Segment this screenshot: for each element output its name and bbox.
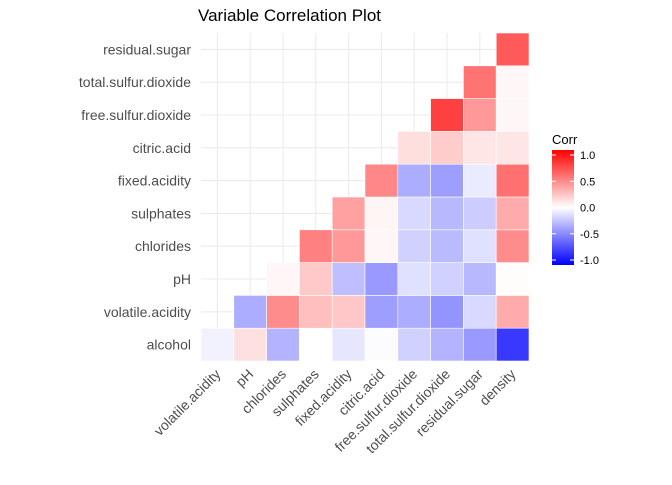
heatmap-cell	[463, 327, 497, 362]
heatmap-cell	[266, 262, 300, 296]
y-tick-label: free.sulfur.dioxide	[81, 107, 191, 123]
heatmap-cell	[397, 262, 431, 296]
heatmap-cell	[299, 327, 333, 362]
chart-title: Variable Correlation Plot	[198, 6, 381, 25]
heatmap-cell	[331, 295, 366, 329]
y-tick-label: volatile.acidity	[104, 304, 191, 320]
x-tick-label: volatile.acidity	[151, 366, 224, 439]
heatmap-cell	[397, 295, 431, 329]
x-tick-label: density	[476, 366, 519, 409]
y-tick-label: residual.sugar	[103, 41, 191, 57]
x-tick-labels: volatile.acidity pHchloridessulphatesfixe…	[151, 366, 519, 457]
y-tick-label: chlorides	[135, 238, 191, 254]
y-tick-label: fixed.acidity	[118, 173, 191, 189]
heatmap-cell	[430, 131, 464, 165]
heatmap-cell	[463, 229, 497, 263]
heatmap-cell	[233, 327, 267, 362]
heatmap-cell	[299, 295, 333, 329]
legend-tick-label: -0.5	[580, 229, 599, 241]
heatmap-cell	[397, 131, 431, 165]
heatmap-cell	[463, 98, 497, 132]
legend-colorbar	[552, 150, 574, 265]
heatmap-cell	[397, 229, 431, 263]
heatmap-cell	[463, 262, 497, 296]
heatmap-cell	[266, 295, 300, 329]
legend: Corr 1.0 0.5 0.0 -0.5 -1.0	[552, 132, 599, 267]
heatmap-cell	[495, 327, 530, 362]
heatmap-cell	[364, 295, 399, 329]
legend-tick-label: 0.0	[580, 203, 595, 215]
heatmap-cell	[397, 163, 431, 198]
x-tick-label: pH	[232, 366, 256, 390]
legend-ticks: 1.0 0.5 0.0 -0.5 -1.0	[552, 150, 599, 267]
heatmap-cell	[364, 196, 399, 231]
heatmap-cell	[331, 327, 366, 362]
legend-tick-label: 1.0	[580, 150, 595, 162]
heatmap-cell	[364, 327, 399, 362]
heatmap-cell	[364, 163, 399, 198]
heatmap-cell	[463, 163, 497, 198]
y-tick-label: sulphates	[131, 205, 191, 221]
heatmap-cell	[430, 295, 464, 329]
y-tick-label: alcohol	[147, 337, 191, 353]
heatmap-cell	[430, 98, 464, 132]
heatmap-cells	[200, 32, 530, 362]
heatmap-cell	[463, 65, 497, 99]
heatmap-cell	[495, 131, 530, 165]
heatmap-cell	[331, 262, 366, 296]
y-tick-label: pH	[173, 271, 191, 287]
heatmap-cell	[397, 327, 431, 362]
legend-tick-label: 0.5	[580, 176, 595, 188]
legend-title: Corr	[552, 132, 578, 147]
heatmap-cell	[266, 327, 300, 362]
heatmap-cell	[331, 196, 366, 231]
heatmap-cell	[200, 327, 235, 362]
heatmap-cell	[430, 163, 464, 198]
y-tick-label: total.sulfur.dioxide	[79, 74, 191, 90]
heatmap-cell	[430, 196, 464, 231]
heatmap-cell	[495, 98, 530, 132]
heatmap-cell	[495, 295, 530, 329]
heatmap-cell	[364, 262, 399, 296]
heatmap-cell	[495, 196, 530, 231]
heatmap-cell	[495, 229, 530, 263]
heatmap-cell	[463, 131, 497, 165]
heatmap-cell	[364, 229, 399, 263]
heatmap-cell	[495, 32, 530, 67]
heatmap-cell	[299, 262, 333, 296]
heatmap-cell	[397, 196, 431, 231]
heatmap-cell	[233, 295, 267, 329]
heatmap-cell	[430, 229, 464, 263]
heatmap-cell	[463, 295, 497, 329]
heatmap-cell	[463, 196, 497, 231]
heatmap-cell	[495, 65, 530, 99]
y-tick-label: citric.acid	[133, 140, 191, 156]
heatmap-cell	[495, 262, 530, 296]
heatmap-cell	[495, 163, 530, 198]
heatmap-cell	[331, 229, 366, 263]
heatmap-cell	[430, 262, 464, 296]
heatmap-cell	[430, 327, 464, 362]
legend-tick-label: -1.0	[580, 255, 599, 267]
y-tick-labels: alcohol volatile.acidity pH chlorides sulpha…	[79, 41, 191, 352]
heatmap-cell	[299, 229, 333, 263]
